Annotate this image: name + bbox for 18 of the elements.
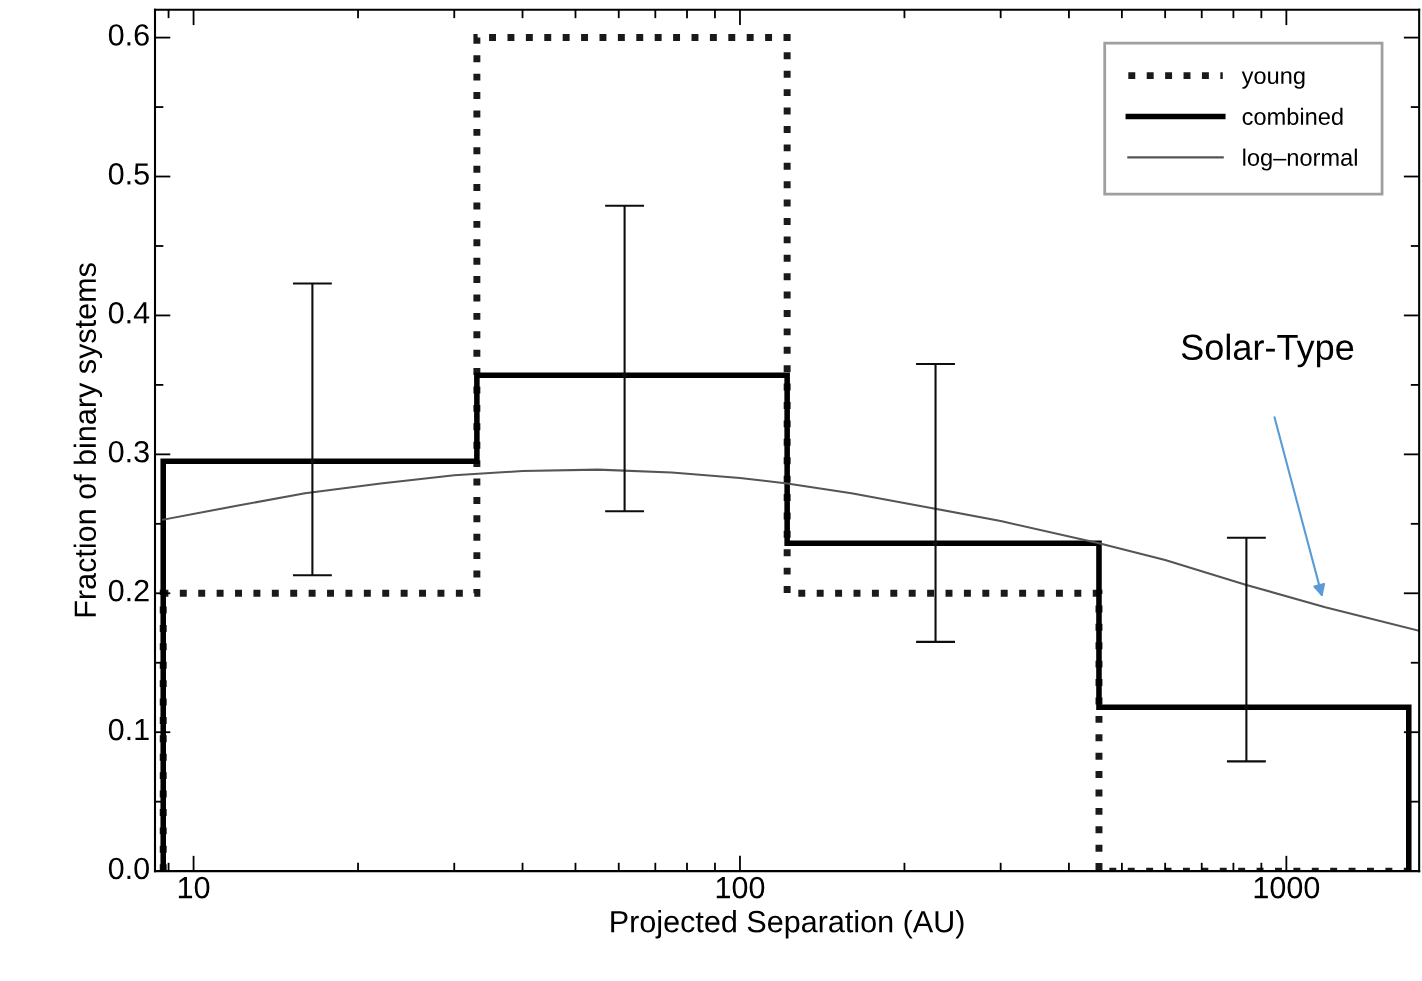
y-tick-label: 0.0 — [108, 857, 149, 880]
point — [622, 372, 628, 378]
y-tick-label: 0.5 — [108, 163, 149, 185]
legend-label: combined — [1242, 107, 1343, 125]
legend-label: young — [1241, 71, 1305, 89]
y-tick-label: 0.1 — [108, 718, 149, 741]
annotation: Solar-Type — [1181, 333, 1354, 368]
x-tick-label: 1000 — [1254, 876, 1320, 899]
y-tick-label: 0.2 — [108, 579, 149, 602]
x-axis-title: Projected Separation (AU) — [611, 910, 964, 939]
y-axis-title: Fraction of binary systems — [73, 263, 103, 617]
point — [1243, 704, 1249, 710]
y-tick-label: 0.3 — [108, 440, 149, 463]
y-tick-label: 0.6 — [108, 24, 149, 46]
y-tick-label: 0.4 — [108, 302, 150, 324]
legend-label: log–normal — [1243, 148, 1357, 171]
x-tick-label: 100 — [716, 876, 765, 899]
x-tick-label: 10 — [178, 876, 210, 899]
